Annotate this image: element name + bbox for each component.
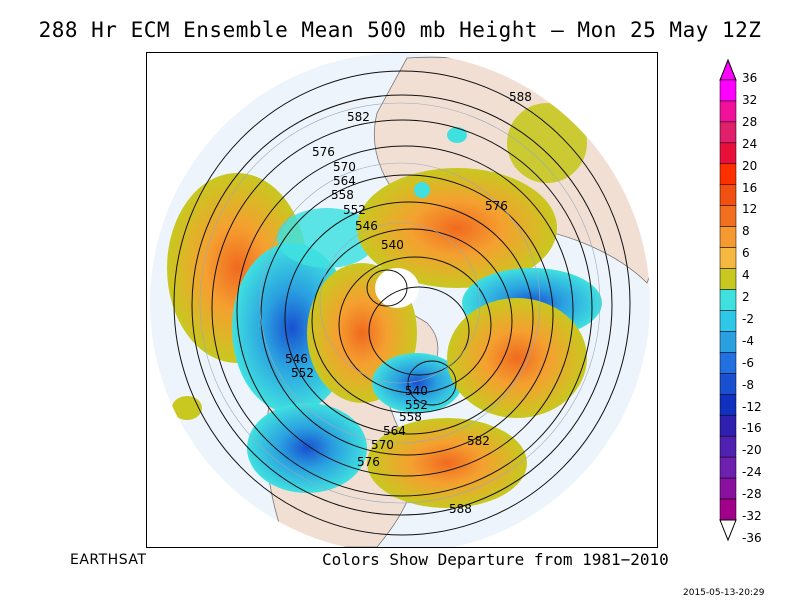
colorbar-swatch (719, 121, 737, 144)
contour-label: 558 (331, 188, 354, 202)
contour-label: 570 (371, 438, 394, 452)
colorbar-label: 6 (742, 246, 750, 261)
anomaly-positive (507, 103, 587, 183)
colorbar-label: -2 (742, 311, 754, 326)
colorbar-swatch (719, 498, 737, 521)
contour-label: 564 (333, 174, 356, 188)
contour-label: 552 (405, 398, 428, 412)
contour-label: 576 (485, 199, 508, 213)
anomaly-positive (172, 396, 202, 420)
map-title: 288 Hr ECM Ensemble Mean 500 mb Height —… (38, 18, 762, 42)
height-contours (173, 70, 631, 536)
contour-label: 576 (357, 455, 380, 469)
contour-label: 540 (381, 238, 404, 252)
colorbar-swatch (719, 331, 737, 353)
colorbar-swatch (719, 79, 737, 102)
colorbar-swatch (719, 310, 737, 332)
colorbar-swatch (719, 163, 737, 186)
contour-label: 558 (399, 410, 422, 424)
contour-label: 540 (405, 384, 428, 398)
colorbar-swatch (719, 184, 737, 206)
contour-label: 588 (449, 502, 472, 516)
colorbar-swatch (719, 268, 737, 290)
colorbar-label: 4 (742, 268, 750, 283)
anomaly-positive (357, 168, 557, 288)
contour-label: 576 (312, 145, 335, 159)
anomaly-negative (277, 208, 377, 268)
colorbar-label: -36 (742, 531, 762, 545)
contour-label: 546 (285, 352, 308, 366)
colorbar-swatch (719, 456, 737, 479)
polar-map: 588 582 576 570 564 558 552 546 540 576 … (146, 52, 658, 548)
colorbar-label: -8 (742, 377, 754, 392)
colorbar-swatch (719, 394, 737, 416)
colorbar-swatch (719, 289, 737, 311)
colorbar-swatch (719, 247, 737, 269)
colorbar-label: 20 (742, 158, 758, 173)
colorbar-label: -6 (742, 355, 754, 370)
anomaly-negative (447, 127, 467, 143)
colorbar-label: 12 (742, 202, 758, 217)
contour-label: 552 (291, 366, 314, 380)
colorbar-label: 32 (742, 92, 758, 107)
colorbar-swatch (719, 352, 737, 374)
colorbar-label: 16 (742, 180, 758, 195)
anomaly-negative (414, 182, 430, 198)
colorbar-label: -20 (742, 443, 762, 458)
contour-label: 546 (355, 219, 378, 233)
color-scale-bar (719, 58, 737, 542)
source-label: EARTHSAT (70, 552, 147, 568)
colorbar-label: -24 (742, 465, 762, 480)
colorbar-label: 36 (742, 71, 758, 85)
anomaly-negative (247, 403, 367, 493)
colorbar-label: -32 (742, 509, 762, 524)
colorbar-swatch (719, 205, 737, 227)
colorbar-swatch (719, 414, 737, 437)
colorbar-swatch (719, 142, 737, 165)
contour-label: 582 (467, 434, 490, 448)
map-canvas: 588 582 576 570 564 558 552 546 540 576 … (150, 53, 650, 547)
colorbar-label: -4 (742, 333, 754, 348)
anomaly-positive (367, 418, 527, 508)
colorbar-swatch (719, 226, 737, 248)
colorbar-swatch (719, 477, 737, 500)
contour-label: 582 (347, 110, 370, 124)
colorbar-swatch (719, 435, 737, 458)
anomaly-negative (372, 353, 462, 413)
graticule (199, 102, 601, 504)
colorbar-label: 8 (742, 224, 750, 239)
colorbar-top-arrow (719, 58, 737, 81)
colorbar-label: 2 (742, 290, 750, 305)
contour-labels: 588 582 576 570 564 558 552 546 540 576 … (285, 90, 532, 516)
contour-label: 570 (333, 160, 356, 174)
colorbar-label: 24 (742, 136, 758, 151)
colorbar-bottom-arrow (719, 519, 737, 542)
colorbar-label: -16 (742, 421, 762, 436)
colorbar-swatch (719, 100, 737, 123)
departure-note: Colors Show Departure from 1981−2010 (322, 550, 669, 569)
contour-label: 588 (509, 90, 532, 104)
timestamp: 2015-05-13-20:29 (683, 588, 765, 598)
colorbar-label: 28 (742, 114, 758, 129)
colorbar-swatch (719, 373, 737, 395)
colorbar-label: -12 (742, 399, 762, 414)
colorbar-label: -28 (742, 487, 762, 502)
contour-label: 552 (343, 203, 366, 217)
contour-label: 564 (383, 424, 406, 438)
